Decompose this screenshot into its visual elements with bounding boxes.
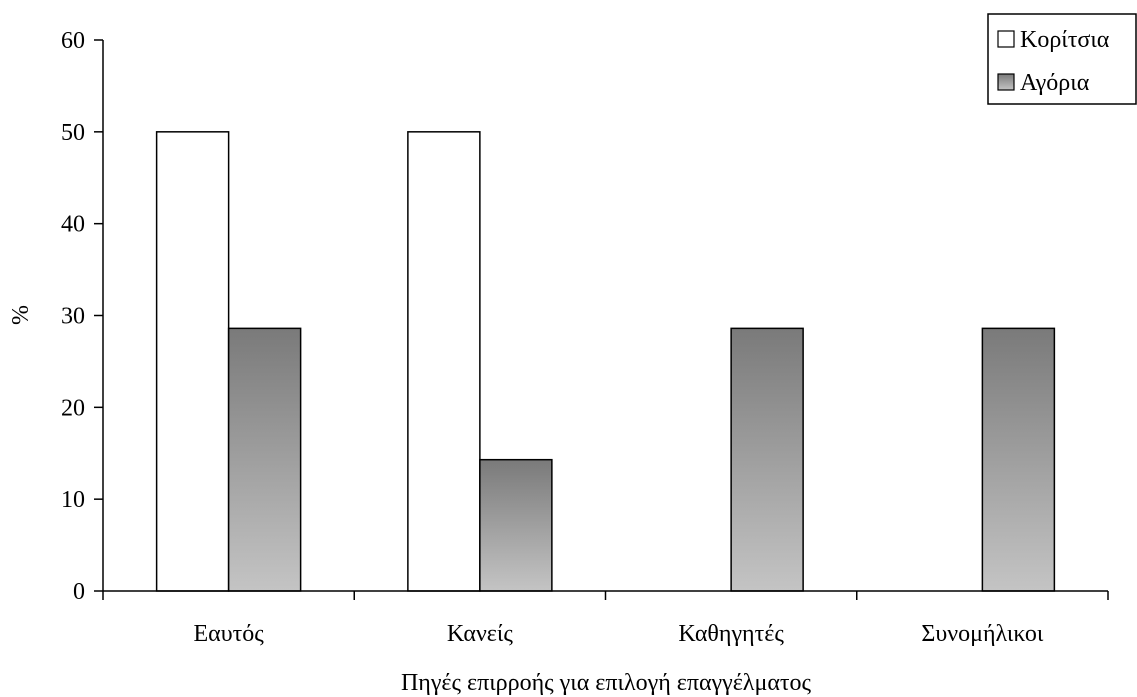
- bar-girls: [407, 131, 481, 592]
- legend: Κορίτσια Αγόρια: [987, 13, 1137, 105]
- bars-layer: [155, 131, 1056, 592]
- legend-label-boys: Αγόρια: [1020, 70, 1090, 96]
- y-tick-label: 30: [61, 304, 85, 330]
- x-tick-label: Καθηγητές: [678, 621, 784, 647]
- y-tick-label: 10: [61, 487, 85, 513]
- y-tick-label: 50: [61, 120, 85, 146]
- legend-swatch-girls: [997, 30, 1015, 48]
- y-tick-label: 40: [61, 212, 85, 238]
- bar-girls: [155, 131, 230, 592]
- bar-boys: [981, 327, 1056, 592]
- y-tick-label: 60: [61, 28, 85, 54]
- x-tick-label: Κανείς: [447, 621, 513, 647]
- legend-label-girls: Κορίτσια: [1020, 27, 1110, 53]
- y-tick-label: 0: [73, 579, 85, 605]
- y-axis-title: %: [8, 305, 34, 325]
- legend-swatch-boys: [997, 73, 1015, 91]
- x-tick-label: Συνομήλικοι: [921, 621, 1043, 647]
- x-tick-label: Εαυτός: [193, 621, 264, 647]
- ticks-layer: 0 10 20 30 40 50 60 Εαυτός Κανείς Καθηγητές Συνομή…: [61, 28, 1109, 647]
- bar-boys: [730, 327, 804, 592]
- y-tick-label: 20: [61, 395, 85, 421]
- bar-boys: [479, 458, 553, 592]
- bar-boys: [227, 327, 302, 592]
- x-axis-title: Πηγές επιρροής για επιλογή επαγγέλματος: [401, 670, 812, 696]
